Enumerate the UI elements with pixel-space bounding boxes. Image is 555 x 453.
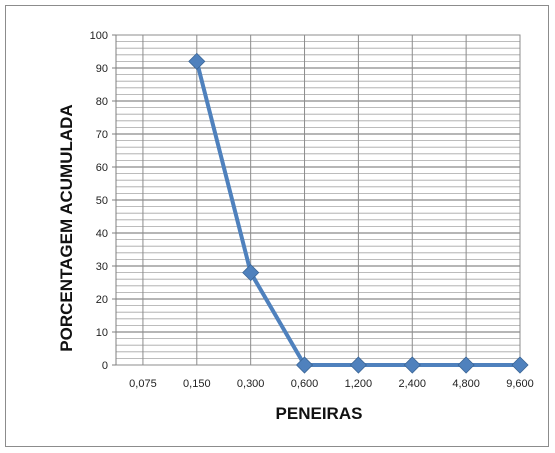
- data-point-marker: [349, 356, 367, 374]
- y-tick-label: 80: [96, 96, 108, 108]
- series-layer: [188, 52, 529, 374]
- x-tick-label: 9,600: [506, 378, 534, 390]
- x-axis-title: PENEIRAS: [276, 404, 363, 423]
- y-axis-title: PORCENTAGEM ACUMULADA: [57, 104, 76, 351]
- x-tick-label: 0,150: [183, 378, 211, 390]
- y-tick-label: 30: [96, 261, 108, 273]
- x-tick-label: 0,075: [129, 378, 157, 390]
- data-point-marker: [242, 264, 260, 282]
- x-tick-label: 2,400: [399, 378, 427, 390]
- x-axis-tick-labels: 0,075 0,150 0,300 0,600 1,200 2,400 4,800 9,600: [129, 378, 534, 390]
- data-point-marker: [403, 356, 421, 374]
- x-tick-label: 4,800: [452, 378, 480, 390]
- y-tick-label: 60: [96, 162, 108, 174]
- x-tick-label: 0,300: [237, 378, 265, 390]
- y-tick-label: 90: [96, 63, 108, 75]
- x-tick-label: 0,600: [291, 378, 319, 390]
- y-tick-label: 70: [96, 129, 108, 141]
- grid-lines: [112, 34, 521, 366]
- data-point-marker: [511, 356, 529, 374]
- y-tick-label: 20: [96, 294, 108, 306]
- data-point-marker: [457, 356, 475, 374]
- y-tick-label: 40: [96, 228, 108, 240]
- y-tick-label: 0: [102, 360, 108, 372]
- y-tick-label: 50: [96, 195, 108, 207]
- data-point-marker: [188, 52, 206, 70]
- data-point-marker: [295, 356, 314, 374]
- y-axis-tick-labels: 0 10 20 30 40 50 60 70 80 90 100: [90, 30, 108, 372]
- y-tick-label: 100: [90, 30, 108, 42]
- x-tick-label: 1,200: [345, 378, 373, 390]
- y-tick-label: 10: [96, 327, 108, 339]
